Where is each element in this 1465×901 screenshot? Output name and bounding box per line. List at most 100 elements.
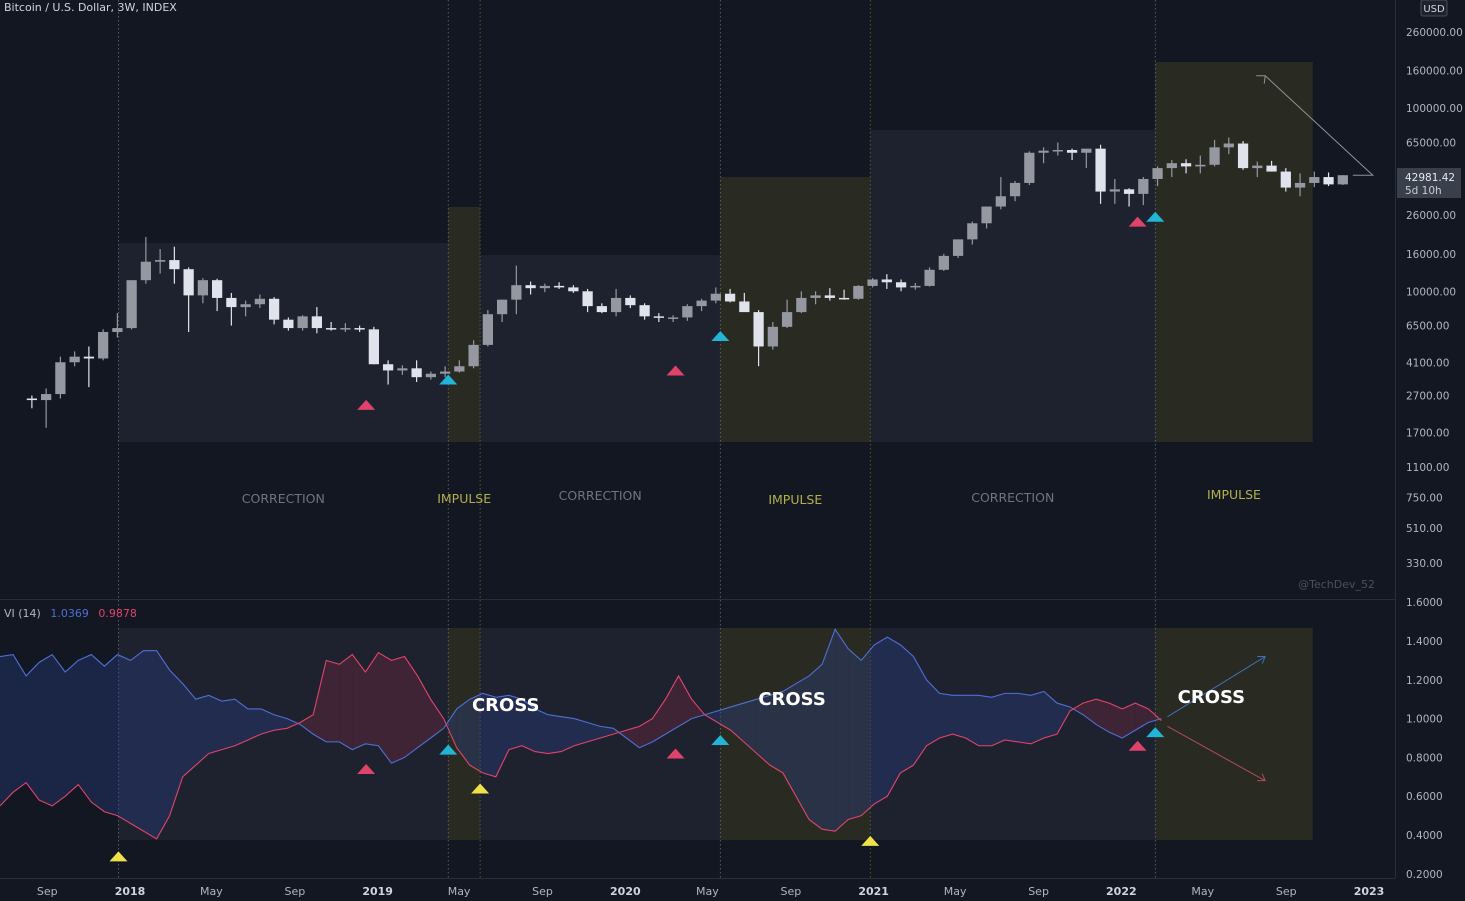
impulse-box (1155, 62, 1313, 442)
time-tick-label: Sep (285, 885, 306, 898)
time-axis[interactable]: Sep 2018 May Sep 2019 May Sep 2020 May Sep 2021 May… (37, 885, 1384, 898)
vi-fill-segment (1109, 703, 1123, 738)
candle-body (1280, 171, 1291, 188)
price-axis[interactable]: 260000.00 160000.00 100000.00 65000.00 26000… (1406, 27, 1463, 570)
candle-body (297, 316, 308, 329)
vi-fill-segment (78, 654, 92, 803)
candle-body (69, 356, 80, 363)
vi-fill-segment (169, 670, 183, 816)
vi-fill-segment (795, 675, 810, 820)
last-price-value: 42981.42 (1405, 172, 1455, 184)
candle-body (682, 306, 693, 318)
yellow-marker (109, 851, 128, 862)
candle-body (482, 314, 493, 345)
vi-fill-segment (1122, 703, 1136, 738)
vi-fill-segment (678, 675, 692, 727)
candle-body (810, 295, 821, 298)
vi-fill-segment (965, 695, 979, 746)
correction-box (118, 243, 449, 442)
vi-fill-segment (991, 693, 1005, 746)
candle-body (653, 316, 664, 318)
pink-marker (1128, 740, 1147, 751)
vi-fill-segment (339, 654, 353, 750)
candle-body (1294, 182, 1306, 188)
symbol-title[interactable]: Bitcoin / U.S. Dollar, 3W, INDEX (4, 1, 177, 14)
vi-fill-segment (221, 699, 235, 750)
vi-legend[interactable]: VI (14) 1.0369 0.9878 (4, 607, 143, 620)
candle-body (83, 356, 95, 359)
time-tick-label: 2022 (1106, 885, 1137, 898)
vi-fill-segment (404, 656, 418, 758)
vi-fill-segment (430, 699, 444, 738)
vi-fill-segment (848, 648, 862, 820)
candle-body (1052, 150, 1063, 152)
candle-body (254, 298, 266, 305)
price-tick-label: 6500.00 (1406, 321, 1449, 333)
vi-fill-segment (156, 650, 170, 839)
vi-fill-segment (456, 699, 470, 766)
price-tick-label: 750.00 (1406, 492, 1443, 504)
cyan-marker (1146, 211, 1165, 222)
candle-body (112, 328, 123, 332)
candle-body (468, 344, 479, 367)
vi-fill-segment (195, 695, 209, 766)
correction-label: CORRECTION (559, 488, 642, 503)
vi-fill-segment (130, 650, 144, 832)
candle-body (1166, 163, 1177, 169)
candle-body (667, 317, 679, 319)
candle-body (1138, 178, 1149, 194)
vi-fill-segment (900, 644, 914, 773)
price-tick-label: 160000.00 (1406, 66, 1463, 78)
candle-body (696, 300, 707, 307)
vi-fill-segment (535, 708, 549, 754)
vi-axis[interactable]: 1.6000 1.4000 1.2000 1.0000 0.8000 0.6000 0.40… (1406, 597, 1443, 881)
vi-fill-segment (521, 699, 536, 752)
candle-body (853, 285, 864, 299)
bar-countdown: 5d 10h (1405, 185, 1442, 197)
candle-body (753, 312, 764, 347)
candle-body (796, 297, 807, 313)
candle-body (1038, 150, 1049, 153)
time-tick-label: Sep (1276, 885, 1297, 898)
candle-body (1009, 182, 1021, 197)
vi-fill-segment (952, 695, 966, 738)
candle-body (325, 328, 337, 330)
impulse-label: IMPULSE (1207, 487, 1261, 502)
cyan-marker (711, 331, 730, 342)
candle-body (582, 291, 593, 307)
currency-badge[interactable] (1420, 0, 1448, 17)
candle-body (283, 319, 294, 329)
vi-fill-segment (1056, 703, 1071, 735)
vi-fill-segment (443, 708, 457, 748)
candle-body (197, 280, 209, 296)
vi-fill-segment (104, 654, 118, 816)
region-labels: CORRECTION IMPULSE CORRECTION IMPULSE CORREC… (242, 487, 1261, 507)
projection-arrow-head (1256, 75, 1266, 84)
time-tick-label: May (696, 885, 719, 898)
projection-arrow-line (1264, 75, 1375, 176)
vi-tick-label: 0.8000 (1406, 752, 1443, 764)
vi-fill-segment (326, 660, 340, 742)
candle-body (995, 196, 1006, 207)
price-tick-label: 2700.00 (1406, 391, 1449, 403)
correction-label: CORRECTION (971, 490, 1054, 505)
vi-fill-segment (91, 654, 105, 812)
vi-fill-segment (587, 722, 601, 742)
vi-fill-segment (274, 714, 288, 731)
candle-body (1095, 148, 1106, 192)
impulse-vi-box (1155, 628, 1313, 840)
vi-fill-segment (639, 718, 653, 748)
price-tick-label: 100000.00 (1406, 103, 1463, 115)
time-tick-label: 2020 (610, 885, 641, 898)
cyan-marker (439, 374, 458, 385)
vi-fill-segment (978, 695, 992, 746)
price-tick-label: 16000.00 (1406, 249, 1456, 261)
candle-body (511, 285, 522, 300)
candle-body (639, 305, 650, 317)
vi-tick-label: 1.2000 (1406, 675, 1443, 687)
candle-body (1081, 148, 1092, 153)
correction-label: CORRECTION (242, 491, 325, 506)
vi-plus-projection-head (1257, 656, 1266, 664)
time-tick-label: Sep (37, 885, 58, 898)
